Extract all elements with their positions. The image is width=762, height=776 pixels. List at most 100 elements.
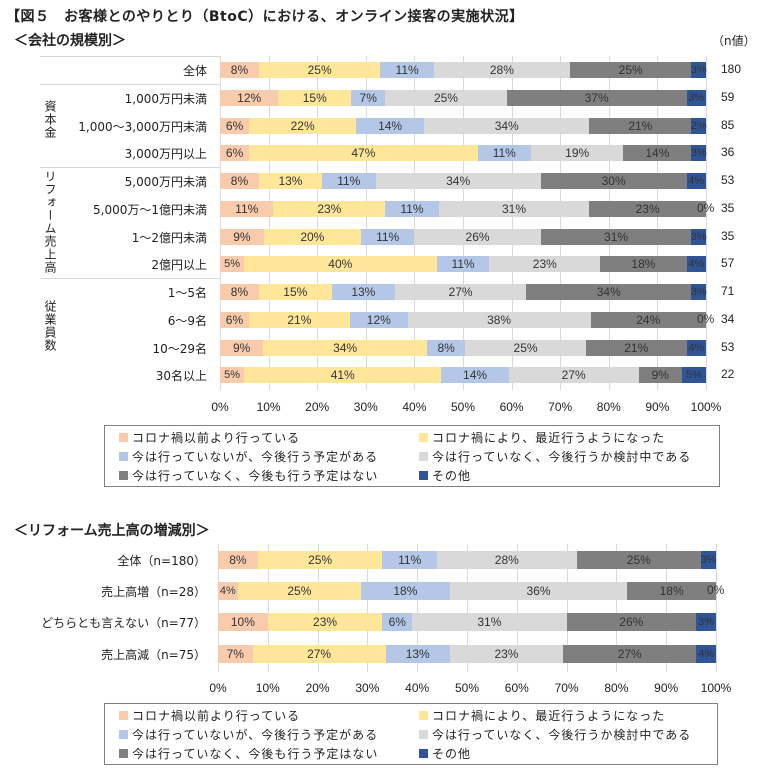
data-label: 4%	[688, 258, 705, 270]
bar-segment-plan: 11%	[380, 62, 434, 78]
bar-segment-no-plan: 34%	[526, 284, 692, 300]
data-label: 27%	[448, 285, 473, 299]
data-label: 34%	[596, 285, 621, 299]
bar-segment-recent: 25%	[237, 582, 361, 600]
data-label: 31%	[604, 230, 629, 244]
data-label: 4%	[219, 585, 236, 597]
data-label: 23%	[313, 615, 338, 629]
n-value: 180	[721, 62, 742, 76]
bar-segment-considering: 36%	[449, 582, 628, 600]
category-label: どちらとも言えない（n=77）	[41, 616, 206, 630]
n-value: 36	[721, 145, 735, 159]
legend-label: コロナ禍以前より行っている	[132, 709, 301, 723]
gridline	[317, 544, 319, 672]
bar-segment-no-plan: 9%	[638, 367, 682, 383]
data-label: 12%	[366, 313, 391, 327]
data-label: 40%	[328, 257, 353, 271]
gridline	[317, 56, 319, 390]
bar-segment-plan: 11%	[360, 229, 415, 245]
x-axis-tick-label: 100%	[700, 681, 732, 695]
data-label: 15%	[302, 91, 327, 105]
data-label: 28%	[489, 63, 514, 77]
data-label: 34%	[494, 119, 519, 133]
gridline	[566, 544, 568, 672]
data-label: 3%	[688, 92, 705, 104]
x-axis-tick-label: 80%	[596, 400, 621, 414]
bar-segment-plan: 12%	[349, 312, 408, 328]
legend-label: コロナ禍により、最近行うようになった	[432, 431, 666, 445]
legend: コロナ禍以前より行っている コロナ禍により、最近行うようになった今は行っていないが…	[104, 425, 720, 487]
bar-segment-before-covid: 12%	[220, 90, 279, 106]
stacked-bar: 12% 15% 7% 25% 37% 3%	[220, 90, 706, 106]
bar-segment-recent: 13%	[258, 173, 323, 189]
x-axis-tick-label: 90%	[654, 681, 679, 695]
x-axis-tick-label: 40%	[402, 400, 427, 414]
stacked-bar: 6% 21% 12% 38% 24%	[220, 312, 706, 328]
gridline	[220, 56, 221, 390]
x-axis-tick-label: 30%	[355, 681, 380, 695]
data-label: 11%	[235, 202, 259, 216]
category-label: 1,000～3,000万円未満	[78, 120, 207, 134]
data-label: 22%	[290, 119, 315, 133]
data-label: 23%	[635, 202, 660, 216]
bar-segment-no-plan: 18%	[627, 582, 716, 600]
legend-swatch-icon	[419, 730, 428, 739]
bar-segment-plan: 8%	[426, 340, 466, 356]
legend-item-plan: 今は行っていないが、今後行う予定がある	[119, 448, 378, 465]
x-axis-tick-label: 30%	[353, 400, 378, 414]
bar-segment-other: 3%	[691, 62, 707, 78]
legend-item-before-covid: コロナ禍以前より行っている	[119, 429, 300, 446]
data-label: 3%	[698, 616, 714, 628]
x-axis-tick-label: 50%	[454, 681, 480, 695]
legend-item-considering: 今は行っていなく、今後行うか検討中である	[419, 448, 691, 465]
category-label: 10～29名	[152, 342, 207, 356]
gridline	[616, 544, 618, 672]
gridline	[511, 56, 513, 390]
category-label: 2億円以上	[151, 258, 207, 272]
data-label: 25%	[626, 553, 651, 567]
data-label: 14%	[463, 368, 488, 382]
bar-segment-other: 3%	[691, 229, 707, 245]
data-label: 25%	[308, 553, 333, 567]
stacked-bar: 7% 27% 13% 23% 27% 4%	[218, 645, 716, 663]
bar-segment-considering: 26%	[414, 229, 541, 245]
data-label: 8%	[229, 553, 247, 567]
bar-segment-recent: 25%	[257, 551, 383, 569]
bar-segment-plan: 13%	[385, 645, 450, 663]
data-label: 31%	[477, 615, 502, 629]
bar-segment-recent: 47%	[249, 145, 478, 161]
x-axis-tick-label: 50%	[450, 400, 476, 414]
category-label: 30名以上	[155, 369, 207, 383]
data-label: 7%	[226, 647, 244, 661]
bar-segment-no-plan: 23%	[589, 201, 706, 217]
legend-label: 今は行っていないが、今後行う予定がある	[132, 450, 379, 464]
bar-segment-before-covid: 10%	[218, 613, 268, 631]
data-label: 18%	[631, 257, 656, 271]
bar-segment-plan: 11%	[385, 201, 439, 217]
legend-label: その他	[432, 747, 472, 761]
data-label: 6%	[225, 146, 244, 160]
x-axis-tick-label: 20%	[305, 681, 330, 695]
data-label: 9%	[232, 341, 251, 355]
gridline	[608, 56, 610, 390]
category-label: 売上高増（n=28）	[101, 585, 206, 599]
legend-item-before-covid: コロナ禍以前より行っている	[119, 707, 300, 724]
stacked-bar: 8% 13% 11% 34% 30% 4%	[220, 173, 706, 189]
stacked-bar: 9% 34% 8% 25% 21% 4%	[220, 340, 706, 356]
data-label: 8%	[230, 174, 249, 188]
stacked-bar: 11% 23% 11% 31% 23%	[220, 201, 706, 217]
n-value: 22	[721, 367, 735, 381]
bar-segment-no-plan: 26%	[566, 613, 697, 631]
bar-segment-other: 4%	[696, 645, 716, 663]
data-label: 20%	[300, 230, 325, 244]
data-label: 9%	[233, 230, 251, 244]
data-label: 41%	[330, 368, 355, 382]
legend-item-considering: 今は行っていなく、今後行うか検討中である	[419, 726, 691, 743]
data-label: 19%	[565, 146, 590, 160]
legend-swatch-icon	[119, 452, 128, 461]
bar-segment-no-plan: 37%	[506, 90, 687, 106]
data-label: 18%	[659, 584, 684, 598]
legend-label: 今は行っていなく、今後も行う予定はない	[132, 469, 379, 483]
stacked-bar: 10% 23% 6% 31% 26% 3%	[218, 613, 716, 631]
data-label: 23%	[532, 257, 557, 271]
